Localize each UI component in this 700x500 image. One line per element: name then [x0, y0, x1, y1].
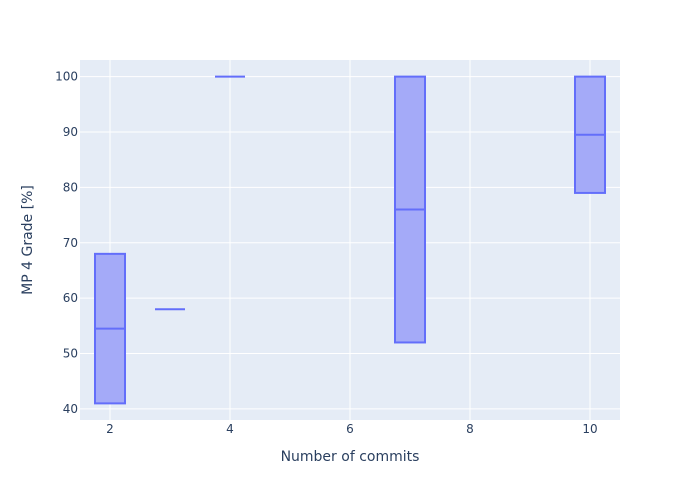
y-tick-label: 60	[63, 291, 78, 305]
y-axis-title: MP 4 Grade [%]	[20, 185, 36, 295]
box-10	[574, 75, 606, 194]
y-tick-label: 70	[63, 236, 78, 250]
y-tick-label: 50	[63, 347, 78, 361]
grid-lines	[80, 60, 620, 420]
y-tick-label: 90	[63, 125, 78, 139]
y-axis-ticks: 40 50 60 70 80 90 100	[55, 70, 78, 416]
x-tick-label: 6	[346, 422, 354, 436]
y-tick-label: 80	[63, 180, 78, 194]
x-axis-title: Number of commits	[281, 449, 420, 465]
box-7	[394, 75, 426, 344]
x-tick-label: 4	[226, 422, 234, 436]
y-tick-label: 40	[63, 402, 78, 416]
x-axis-ticks: 2 4 6 8 10	[106, 422, 597, 436]
y-tick-label: 100	[55, 70, 78, 84]
x-tick-label: 2	[106, 422, 114, 436]
x-tick-label: 10	[582, 422, 597, 436]
box-2	[94, 252, 126, 405]
box-series	[94, 75, 606, 405]
x-tick-label: 8	[466, 422, 474, 436]
